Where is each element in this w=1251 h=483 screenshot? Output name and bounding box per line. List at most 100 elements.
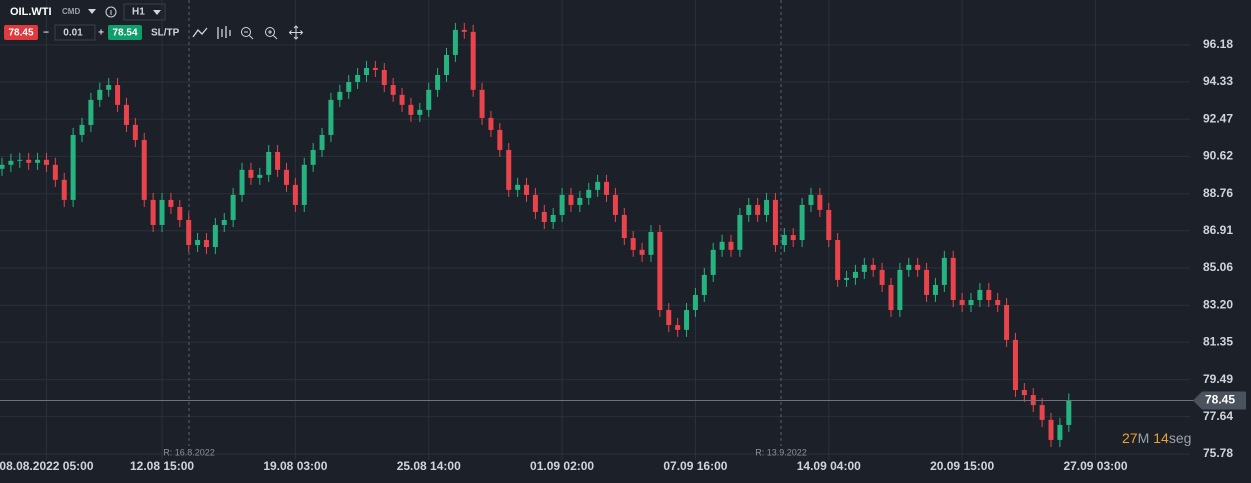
x-tick-label: 20.09 15:00 [930, 459, 994, 473]
candle-body [461, 29, 467, 32]
countdown: 27M 14seg [1122, 430, 1191, 446]
candle-body [346, 82, 352, 92]
y-tick-label: 81.35 [1203, 334, 1233, 348]
y-tick-label: 96.18 [1203, 37, 1233, 51]
candle-body [479, 89, 485, 118]
symbol[interactable]: OIL.WTI [10, 6, 52, 18]
candle-body [506, 149, 512, 190]
plus-button[interactable]: + [98, 28, 104, 39]
candle-body [70, 134, 76, 200]
candle-body [43, 159, 49, 165]
y-tick-label: 92.47 [1203, 111, 1233, 125]
candle-body [230, 194, 236, 220]
annotation: R: 13.9.2022 [755, 447, 807, 457]
current-price-label: 78.45 [1205, 393, 1235, 407]
candle-body [906, 264, 912, 270]
candle-body [959, 299, 965, 305]
y-tick-label: 86.91 [1203, 223, 1233, 237]
candle-body [781, 235, 787, 246]
zoom-out-mark [244, 31, 254, 40]
candle-body [861, 264, 867, 272]
candle-body [470, 31, 476, 90]
countdown-minutes-unit: M [1138, 430, 1150, 446]
y-tick-label: 90.62 [1203, 149, 1233, 163]
y-tick-label: 94.33 [1203, 74, 1233, 88]
pan-icon[interactable] [288, 25, 304, 40]
candle-body [568, 194, 574, 205]
volume: 0.01 [63, 28, 83, 39]
candle-body [835, 240, 841, 280]
market: CMD [62, 7, 80, 16]
candle-body [595, 181, 601, 190]
candle-body [701, 274, 707, 295]
candle-body [248, 169, 254, 178]
candle-body [106, 85, 112, 90]
annotation: R: 16.8.2022 [163, 447, 215, 457]
y-tick-label: 77.64 [1203, 409, 1233, 423]
candle-body [630, 238, 636, 250]
buy-button[interactable] [108, 25, 142, 40]
minus-button[interactable]: − [43, 28, 49, 39]
candle-body [141, 139, 147, 200]
candle-body [666, 310, 672, 326]
countdown-minutes: 27 [1122, 430, 1138, 446]
x-tick-label: 27.09 03:00 [1063, 459, 1127, 473]
candle-body [132, 124, 138, 140]
candle-body [1066, 400, 1072, 425]
candle-body [212, 224, 218, 248]
dropdown-icon[interactable] [88, 9, 96, 14]
countdown-seconds-unit: seg [1169, 430, 1192, 446]
zoom-in-icon[interactable] [265, 27, 275, 37]
timeframe: H1 [132, 7, 145, 18]
candle-body [435, 74, 441, 90]
candle-body [515, 184, 521, 190]
countdown-seconds: 14 [1153, 430, 1169, 446]
candle-body [826, 209, 832, 241]
candle-body [924, 269, 930, 295]
candle-body [648, 232, 654, 255]
candle-body [497, 129, 503, 150]
timeframe-box[interactable] [123, 3, 166, 21]
candle-body [203, 240, 209, 248]
candle-body [675, 325, 681, 330]
info-icon[interactable] [105, 6, 117, 18]
candle-chart-icon[interactable] [217, 26, 231, 39]
candle-body [808, 194, 814, 205]
candle-body [159, 199, 165, 225]
dropdown-icon[interactable] [153, 10, 161, 15]
x-tick-label: 25.08 14:00 [397, 459, 461, 473]
candle-body [239, 169, 245, 195]
candle-body [772, 199, 778, 246]
candle-body [684, 310, 690, 330]
candle-body [26, 159, 32, 163]
candle-body [524, 184, 530, 195]
candle-body [52, 164, 58, 180]
grid [0, 0, 1190, 460]
candle-body [221, 219, 227, 225]
candle-body [790, 235, 796, 241]
sl-tp-button[interactable]: SL/TP [151, 28, 180, 39]
candle-body [337, 91, 343, 100]
candle-body [541, 211, 547, 222]
candle-body [710, 249, 716, 275]
candle-body [257, 174, 263, 178]
candle-body [8, 160, 14, 165]
zoom-in-mark [268, 30, 278, 40]
y-tick-label: 85.06 [1203, 260, 1233, 274]
x-tick-label: 19.08 03:00 [263, 459, 327, 473]
sell-button[interactable] [4, 25, 38, 40]
candle-body [292, 184, 298, 205]
zoom-out-icon[interactable] [241, 27, 251, 37]
candle-body [150, 199, 156, 225]
line-chart-icon[interactable] [192, 27, 208, 38]
candle-body [728, 241, 734, 250]
candle-body [852, 271, 858, 278]
candle-body [932, 284, 938, 295]
candle-body [363, 67, 369, 75]
candle-body [532, 194, 538, 212]
candle-body [79, 124, 85, 135]
candle-body [452, 29, 458, 55]
candle-body [639, 249, 645, 255]
volume-box[interactable] [54, 24, 96, 41]
